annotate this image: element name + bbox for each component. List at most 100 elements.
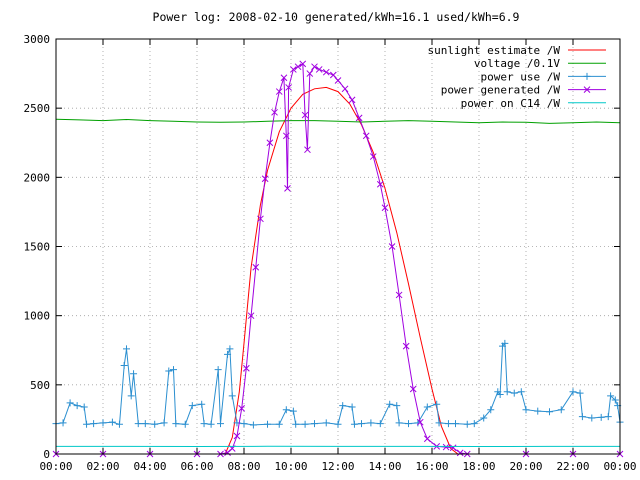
data-point-power-generated-w [334,77,342,84]
data-point-power-use-w [604,413,612,421]
data-point-power-generated-w [341,85,349,93]
data-point-power-generated-w [233,432,241,440]
data-point-power-use-w [59,419,67,427]
data-point-power-generated-w [304,146,311,154]
data-point-power-generated-w [275,88,283,95]
data-point-power-use-w [452,420,459,428]
data-point-power-generated-w [306,70,314,77]
data-point-power-use-w [546,408,553,416]
data-point-power-generated-w [315,66,323,73]
legend-marker-power-generated-w [583,86,591,93]
data-point-power-generated-w [280,74,288,82]
data-point-power-use-w [217,420,224,428]
data-point-power-use-w [292,420,300,428]
data-point-power-use-w [487,406,495,414]
data-point-power-generated-w [299,60,307,68]
data-point-power-generated-w [282,132,290,140]
data-point-power-use-w [433,400,441,408]
data-point-power-use-w [80,403,88,411]
data-point-power-use-w [501,339,509,347]
data-point-power-use-w [282,406,290,414]
data-point-power-use-w [311,420,318,428]
data-point-power-generated-w [329,71,337,79]
legend-marker-power-use-w [583,72,591,80]
x-tick-label: 22:00 [556,460,589,473]
data-point-power-use-w [496,391,504,399]
series-line-voltage-0-1v [55,118,621,124]
data-point-power-use-w [151,420,159,428]
data-point-power-use-w [367,419,375,427]
data-point-power-generated-w [322,68,330,76]
data-point-power-use-w [358,420,365,428]
data-point-power-use-w [405,420,412,428]
chart-title: Power log: 2008-02-10 generated/kWh=16.1… [153,10,520,24]
x-tick-label: 00:00 [603,460,636,473]
data-point-power-use-w [510,389,518,397]
data-point-power-use-w [557,406,565,414]
data-point-power-use-w [376,420,384,428]
data-point-power-use-w [115,420,123,428]
data-point-power-generated-w [369,153,377,160]
axes: 0 500 1000 1500 2000 2500 3000 00:00 02:00 04:00 0… [24,33,637,473]
data-point-power-use-w [569,388,577,396]
y-tick-label: 0 [43,448,50,461]
x-tick-label: 12:00 [321,460,354,473]
data-point-power-use-w [108,418,116,426]
series-sunlight-estimate-w [224,86,459,455]
data-point-power-use-w [127,392,135,400]
data-point-power-use-w [226,345,234,353]
data-point-power-generated-w [355,114,363,122]
data-point-power-use-w [463,420,471,428]
data-point-power-generated-w [376,180,384,188]
data-point-power-use-w [83,420,91,428]
series-voltage-0-1v [55,118,621,124]
data-point-power-use-w [348,403,356,411]
data-point-power-generated-w [238,404,246,412]
data-point-power-use-w [160,419,168,427]
data-point-power-use-w [444,420,452,428]
data-point-power-generated-w [409,385,417,393]
data-point-power-generated-w [442,443,450,451]
data-point-power-use-w [207,420,215,428]
series-line-sunlight-estimate-w [224,86,459,455]
x-tick-label: 18:00 [462,460,495,473]
data-point-power-use-w [228,392,236,400]
data-point-power-generated-w [362,132,370,140]
x-tick-label: 02:00 [86,460,119,473]
data-point-power-use-w [322,419,330,427]
data-point-power-use-w [423,403,431,411]
data-point-power-generated-w [311,63,318,71]
data-point-power-use-w [597,413,605,421]
x-tick-label: 06:00 [180,460,213,473]
y-tick-label: 500 [30,379,50,392]
data-point-power-generated-w [395,291,403,299]
series-power-use-w [52,339,624,429]
data-point-power-generated-w [257,215,264,223]
data-point-power-use-w [198,400,206,408]
data-point-power-generated-w [402,342,410,350]
legend-label-power-use-w: power use /W [481,70,561,83]
data-point-power-use-w [607,392,615,400]
data-point-power-use-w [141,420,149,428]
data-point-power-use-w [224,350,232,358]
data-point-power-generated-w [242,364,250,372]
data-point-power-use-w [214,366,222,374]
data-point-power-use-w [120,361,128,369]
data-point-power-generated-w [301,111,309,119]
x-tick-label: 08:00 [227,460,260,473]
data-point-power-generated-w [456,449,464,457]
data-point-power-generated-w [271,108,278,116]
data-point-power-use-w [130,370,138,378]
data-point-power-use-w [172,420,180,428]
data-point-power-use-w [165,367,173,375]
data-point-power-use-w [123,345,130,353]
data-point-power-use-w [99,419,107,427]
legend-label-power-on-c14-w: power on C14 /W [461,97,561,110]
data-point-power-generated-w [285,84,293,91]
y-tick-label: 1500 [24,241,51,254]
data-point-power-use-w [90,420,98,428]
data-point-power-use-w [181,420,189,428]
x-tick-label: 10:00 [274,460,307,473]
